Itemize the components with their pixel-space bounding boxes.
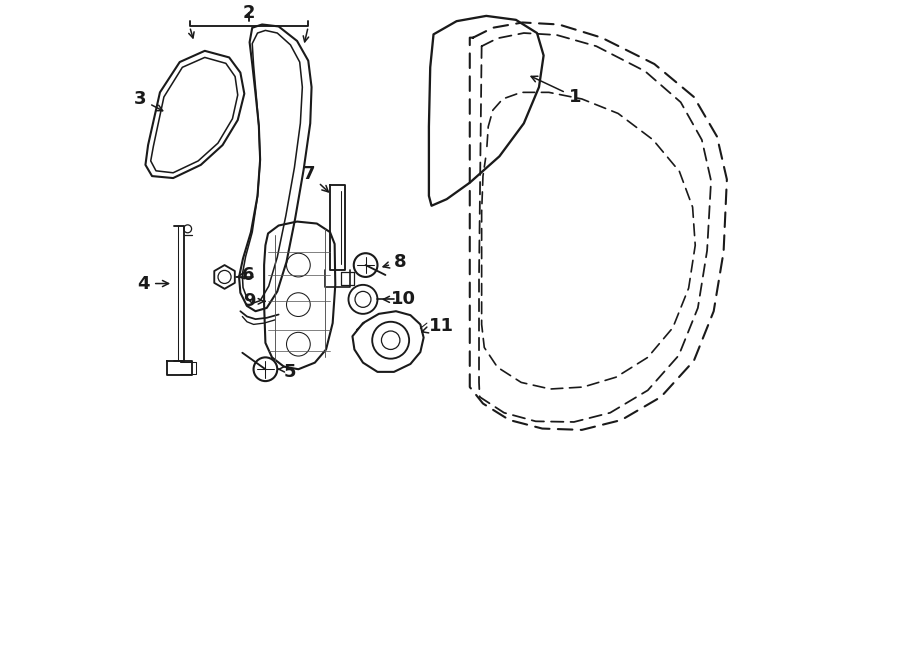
Text: 6: 6 <box>237 266 255 284</box>
Text: 4: 4 <box>138 275 168 293</box>
Text: 1: 1 <box>531 76 581 106</box>
Text: 5: 5 <box>284 363 296 381</box>
Text: 7: 7 <box>303 165 328 192</box>
Text: 10: 10 <box>383 291 416 308</box>
Text: 3: 3 <box>134 90 163 111</box>
Text: 8: 8 <box>383 253 407 271</box>
Text: 2: 2 <box>243 4 256 23</box>
Text: 9: 9 <box>243 293 256 310</box>
Text: 11: 11 <box>422 316 454 335</box>
